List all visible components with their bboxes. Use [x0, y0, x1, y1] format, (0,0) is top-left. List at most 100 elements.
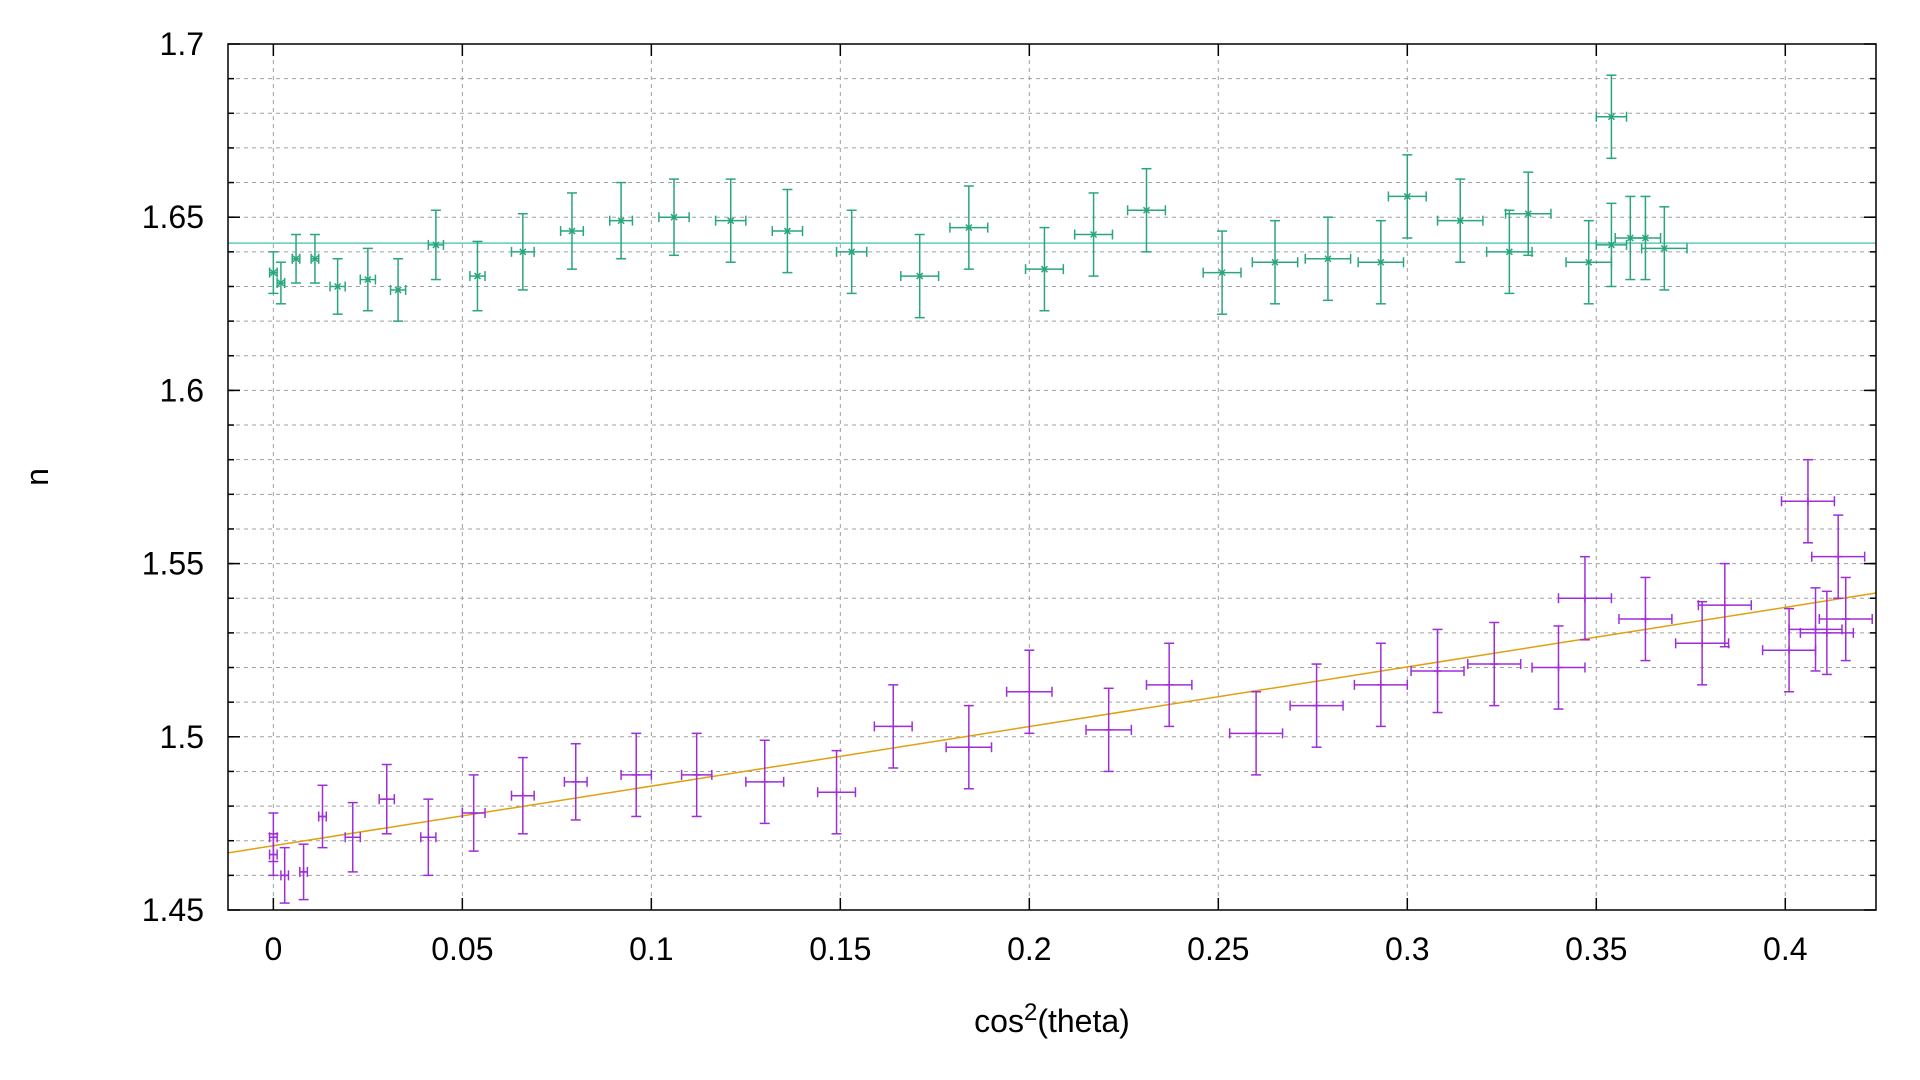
- series-1: [268, 74, 1688, 322]
- data-point: [1618, 576, 1673, 662]
- data-point: [658, 178, 690, 257]
- marker-x: [916, 272, 924, 280]
- x-axis-label-superscript: 2: [1024, 999, 1037, 1026]
- data-point: [1289, 663, 1344, 748]
- axis-ticks: 1.45 1.5 1.55 1.6 1.65 1.7 0 0.05 0.1 0.15 0.2 0.25…: [142, 26, 1876, 967]
- data-point: [1595, 202, 1628, 288]
- x-axis-label-base: cos: [974, 1003, 1024, 1039]
- data-point: [275, 261, 286, 305]
- marker-x: [432, 241, 440, 249]
- marker-x: [473, 272, 481, 280]
- data-point: [317, 784, 328, 849]
- marker-x: [783, 227, 791, 235]
- marker-x: [1377, 258, 1385, 266]
- data-point: [1810, 514, 1866, 599]
- data-point: [359, 247, 377, 312]
- marker-x: [1142, 206, 1151, 214]
- data-point: [279, 846, 290, 904]
- y-tick-label: 1.45: [142, 892, 204, 928]
- data-point: [714, 178, 747, 263]
- data-point: [1410, 628, 1465, 714]
- marker-x: [394, 286, 402, 294]
- marker-x: [519, 248, 527, 256]
- data-point: [1640, 206, 1688, 291]
- x-tick-label: 0.15: [809, 931, 871, 967]
- marker-x: [1641, 234, 1649, 242]
- data-point: [1024, 226, 1065, 312]
- x-tick-label: 0: [264, 931, 282, 967]
- data-point: [1818, 576, 1873, 662]
- marker-x: [1607, 113, 1615, 121]
- data-point: [1595, 74, 1628, 160]
- data-point: [945, 704, 993, 790]
- marker-x: [1505, 248, 1513, 256]
- marker-x: [269, 269, 277, 277]
- data-point: [559, 192, 585, 270]
- y-tick-label: 1.55: [142, 546, 204, 582]
- data-point: [1353, 642, 1409, 728]
- marker-x: [1324, 255, 1332, 263]
- marker-x: [1660, 244, 1668, 252]
- y-tick-label: 1.65: [142, 199, 204, 235]
- marker-x: [334, 282, 342, 291]
- data-point: [420, 798, 437, 877]
- marker-x: [277, 279, 285, 287]
- marker-x: [1218, 269, 1226, 277]
- marker-x: [568, 227, 576, 235]
- data-point: [816, 749, 857, 835]
- data-point: [1674, 600, 1730, 686]
- data-point: [1304, 216, 1352, 302]
- data-point: [1697, 562, 1753, 648]
- marker-x: [1403, 192, 1411, 200]
- data-point: [298, 843, 309, 901]
- data-point: [291, 233, 302, 284]
- data-point: [510, 756, 535, 835]
- data-point: [1251, 219, 1299, 305]
- data-point: [1085, 687, 1133, 773]
- data-point: [1761, 607, 1817, 693]
- data-point: [1145, 642, 1193, 728]
- data-point: [1357, 219, 1405, 305]
- marker-x: [670, 213, 678, 221]
- marker-x: [617, 217, 625, 225]
- data-point: [1565, 219, 1613, 305]
- marker-x: [311, 255, 319, 263]
- data-point: [1073, 192, 1114, 277]
- data-point: [900, 233, 940, 319]
- data-point: [344, 801, 362, 873]
- data-point: [378, 763, 396, 835]
- data-point: [1005, 649, 1053, 735]
- data-point: [1799, 590, 1855, 676]
- data-point: [1780, 458, 1836, 544]
- x-tick-label: 0.25: [1187, 931, 1249, 967]
- x-tick-label: 0.4: [1763, 931, 1807, 967]
- data-point: [1629, 195, 1662, 281]
- data-point: [835, 209, 868, 295]
- x-tick-label: 0.05: [431, 931, 493, 967]
- data-point: [309, 233, 320, 284]
- y-axis-label: n: [19, 468, 55, 486]
- x-tick-label: 0.35: [1565, 931, 1627, 967]
- data-point: [745, 739, 785, 825]
- marker-x: [965, 224, 973, 232]
- marker-x: [292, 255, 300, 263]
- data-point: [389, 258, 407, 322]
- y-tick-label: 1.5: [160, 719, 204, 755]
- data-point: [609, 181, 634, 260]
- x-tick-label: 0.2: [1007, 931, 1051, 967]
- data-point: [1202, 230, 1242, 315]
- data-point: [1228, 691, 1284, 776]
- x-tick-label: 0.1: [629, 931, 673, 967]
- marker-x: [1040, 265, 1048, 273]
- plot-frame: [227, 43, 1877, 911]
- grid: [228, 44, 1876, 910]
- marker-x: [1090, 230, 1098, 239]
- data-point: [1387, 154, 1427, 239]
- marker-x: [727, 217, 735, 225]
- marker-x: [1524, 210, 1532, 218]
- data-series: [268, 74, 1873, 904]
- data-point: [329, 258, 346, 315]
- marker-x: [1585, 258, 1593, 266]
- marker-x: [1607, 241, 1615, 249]
